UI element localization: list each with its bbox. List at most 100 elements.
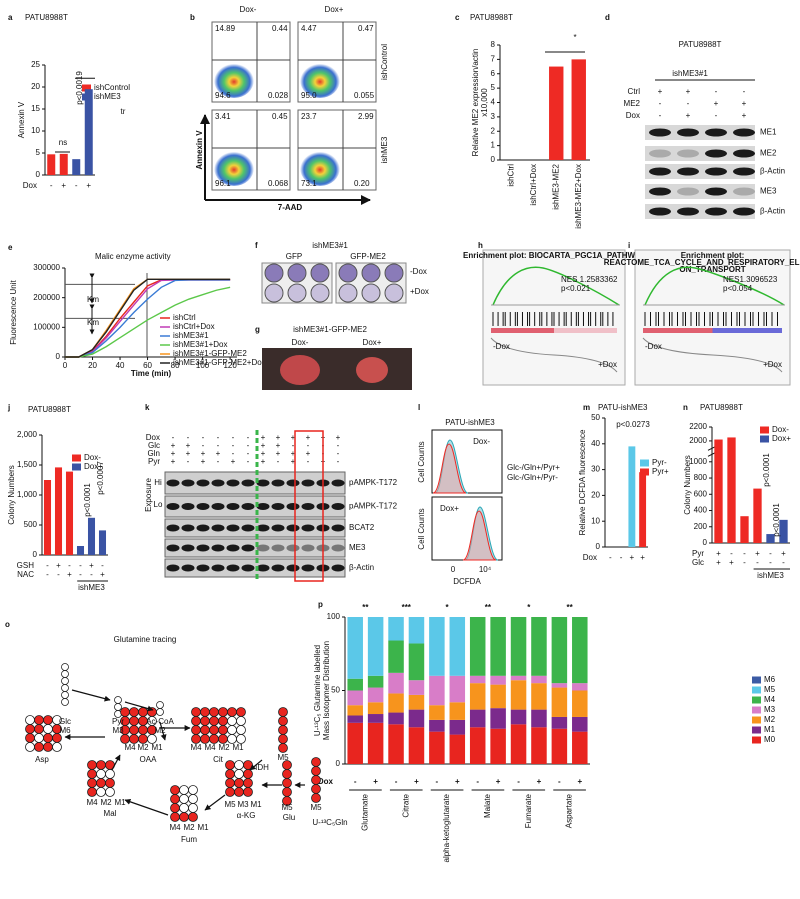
carbon: [61, 698, 69, 706]
band: [226, 479, 240, 487]
bar-segment: [388, 712, 404, 725]
carbon: [138, 725, 148, 735]
diagram-label: Fum: [181, 835, 197, 844]
diagram-label: M2: [100, 798, 112, 807]
diagram-label: Mal: [104, 809, 117, 818]
quadrant-value: 73.1: [301, 179, 317, 188]
row-value: +: [61, 181, 66, 190]
carbon: [170, 803, 180, 813]
well: [264, 263, 284, 283]
blot-strip: [645, 146, 755, 161]
panel-label: c: [455, 13, 460, 22]
group-label: ishME3: [78, 583, 105, 592]
condition-value: -: [247, 449, 250, 458]
band: [166, 479, 180, 487]
bar-segment: [367, 675, 384, 688]
diagram-label: M4: [124, 743, 136, 752]
diagram-label: Pyr: [112, 717, 124, 726]
band: [196, 479, 210, 487]
bar-segment: [510, 724, 527, 764]
carbon: [43, 724, 53, 734]
condition-value: +: [742, 111, 747, 120]
well: [361, 263, 381, 283]
x-tick-label: 10⁴: [479, 565, 492, 574]
carbon: [170, 794, 180, 804]
histogram: [462, 510, 497, 561]
bar: [740, 516, 749, 543]
row-value: -: [101, 561, 104, 570]
chart-title: PATU8988T: [28, 405, 71, 414]
blot-strip: [164, 558, 346, 578]
legend-swatch: [640, 468, 649, 476]
x-tick-label: 120: [223, 361, 237, 370]
column-label: GFP: [286, 252, 302, 261]
row-value: -: [79, 561, 82, 570]
condition-value: -: [217, 433, 220, 442]
legend-label: ishME3#1-GFP-ME2+Dox: [173, 358, 266, 367]
carbon: [227, 707, 237, 717]
blot-strip: [164, 538, 346, 558]
carbon: [188, 794, 198, 804]
carbon: [209, 725, 219, 735]
tumor: [356, 357, 388, 383]
diagram-label: M1: [151, 743, 163, 752]
group-label: Fumarate: [524, 793, 533, 828]
y-tick-label: 500: [24, 520, 38, 529]
y-tick-label: 50: [591, 413, 600, 422]
y-axis-label: Relative ME2 expression/actin: [471, 49, 480, 157]
panel-label: e: [8, 243, 13, 252]
arrow: [249, 759, 263, 771]
row-value: -: [730, 549, 733, 558]
carbon: [61, 684, 69, 692]
annotation: p<0.0007: [96, 461, 105, 495]
x-tick-label: ishME3-ME2: [551, 163, 560, 209]
carbon: [282, 769, 292, 779]
diagram-label: IDH: [255, 763, 269, 772]
band: [211, 544, 225, 552]
bar-segment: [347, 617, 363, 679]
band: [271, 479, 285, 487]
band: [286, 564, 300, 572]
band: [331, 524, 345, 532]
y-tick-label: 1: [491, 141, 496, 150]
y-tick-label: 3: [491, 112, 496, 121]
bar-segment: [347, 722, 363, 764]
diagram-label: M2: [154, 726, 166, 735]
well: [384, 283, 404, 303]
condition-value: -: [659, 99, 662, 108]
bar: [47, 154, 56, 175]
panel-label: n: [683, 403, 688, 412]
band: [256, 544, 270, 552]
arrow: [159, 721, 167, 741]
carbon: [179, 803, 189, 813]
carbon: [87, 769, 97, 779]
band: [271, 564, 285, 572]
bar-segment: [367, 687, 384, 703]
column-label: Dox-: [240, 5, 257, 14]
condition-label: Dox: [146, 433, 160, 442]
well: [338, 263, 358, 283]
carbon: [278, 734, 288, 744]
row-value: +: [716, 549, 721, 558]
gsea-title: Enrichment plot: BIOCARTA_PGC1A_PATHWAY: [463, 251, 646, 260]
y-tick-label: 4: [491, 98, 496, 107]
band: [301, 524, 315, 532]
blot-title: PATU8988T: [679, 40, 722, 49]
carbon: [227, 725, 237, 735]
row-value: -: [743, 549, 746, 558]
band: [331, 544, 345, 552]
condition-label: Gln: [148, 449, 160, 458]
row-value: +: [781, 549, 786, 558]
condition-value: +: [306, 449, 311, 458]
band: [211, 564, 225, 572]
carbon: [282, 787, 292, 797]
row-value: -: [46, 570, 49, 579]
band: [677, 187, 699, 196]
bar-segment: [469, 709, 486, 728]
condition-value: +: [186, 441, 191, 450]
condition-value: -: [202, 433, 205, 442]
y-axis-label: Fluorescence Unit: [9, 279, 18, 344]
row-value: -: [769, 558, 772, 567]
panel-label: a: [8, 13, 13, 22]
band: [301, 544, 315, 552]
